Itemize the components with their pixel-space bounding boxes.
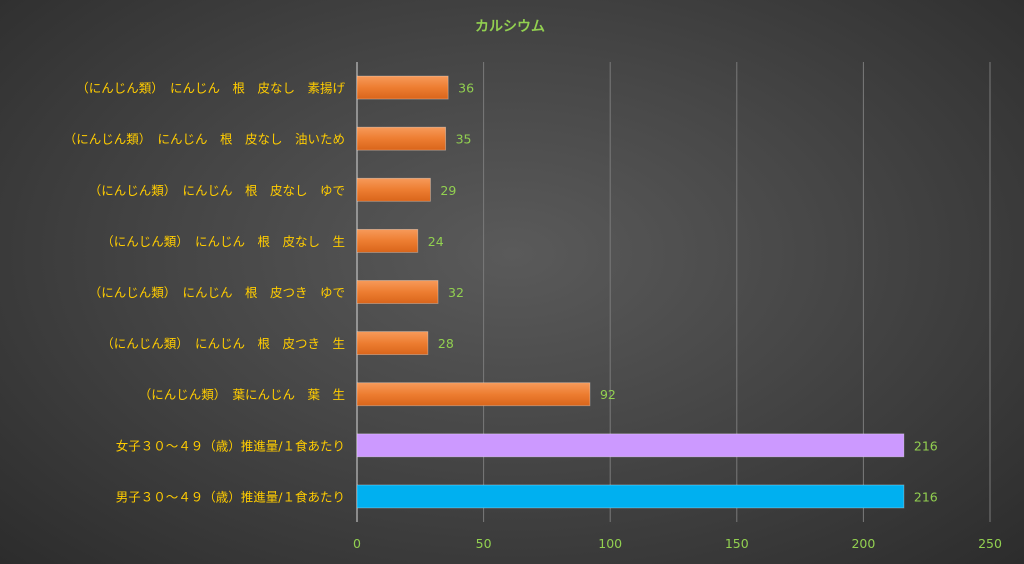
data-label: 24 — [428, 234, 444, 249]
data-label: 92 — [600, 387, 616, 402]
category-label: （にんじん類） 葉にんじん 葉 生 — [139, 387, 345, 402]
x-tick-label: 250 — [978, 536, 1002, 551]
data-label: 36 — [458, 81, 474, 96]
category-label: （にんじん類） にんじん 根 皮なし 素揚げ — [76, 81, 345, 96]
category-label: （にんじん類） にんじん 根 皮なし ゆで — [89, 183, 345, 198]
chart-title: カルシウム — [475, 19, 545, 35]
x-tick-label: 0 — [353, 536, 361, 551]
category-label: 女子３０～４９（歳）推進量/１食あたり — [116, 438, 345, 453]
bar — [356, 280, 439, 304]
data-label: 216 — [914, 438, 938, 453]
bar — [356, 126, 447, 151]
x-tick-label: 200 — [851, 536, 875, 551]
bar — [356, 75, 449, 100]
bars — [356, 75, 905, 509]
data-label: 35 — [456, 132, 472, 147]
bar — [356, 433, 905, 458]
data-label: 32 — [448, 285, 464, 300]
data-label: 216 — [914, 489, 938, 504]
category-label: （にんじん類） にんじん 根 皮なし 生 — [101, 234, 345, 249]
bar — [356, 177, 431, 202]
labels: 0 50 100 150 200 250 36 （にんじん類） にんじん 根 皮なし 素揚げ 3… — [64, 81, 1002, 551]
x-tick-label: 100 — [598, 536, 622, 551]
bar — [356, 228, 419, 253]
category-label: （にんじん類） にんじん 根 皮つき 生 — [101, 336, 345, 351]
bar — [356, 382, 591, 407]
category-label: （にんじん類） にんじん 根 皮つき ゆで — [89, 285, 345, 300]
data-label: 28 — [438, 336, 454, 351]
bar — [356, 331, 429, 356]
bar — [356, 484, 905, 509]
data-label: 29 — [440, 183, 456, 198]
x-tick-label: 150 — [725, 536, 749, 551]
x-tick-label: 50 — [476, 536, 492, 551]
category-label: 男子３０～４９（歳）推進量/１食あたり — [116, 489, 345, 504]
category-label: （にんじん類） にんじん 根 皮なし 油いため — [64, 132, 345, 147]
